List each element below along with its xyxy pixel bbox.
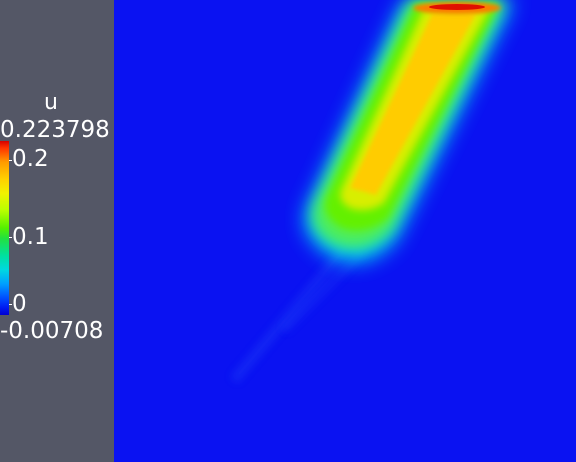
legend-panel: u 0.223798 0.2 0.1 0 -0.00708 <box>0 0 114 462</box>
3d-viewport[interactable] <box>114 0 576 462</box>
color-bar-tick-label: 0.1 <box>12 224 49 250</box>
legend-min-value: -0.00708 <box>0 318 104 344</box>
color-bar-tick <box>9 304 12 305</box>
color-bar-tick <box>9 237 12 238</box>
scalar-field-plot <box>114 0 576 462</box>
plume-shape <box>230 0 514 384</box>
legend-max-value: 0.223798 <box>0 117 110 143</box>
legend-title: u <box>44 90 58 115</box>
color-bar <box>0 141 9 315</box>
color-bar-tick <box>9 160 12 161</box>
color-bar-tick-label: 0 <box>12 291 27 317</box>
color-bar-tick-label: 0.2 <box>12 146 49 172</box>
